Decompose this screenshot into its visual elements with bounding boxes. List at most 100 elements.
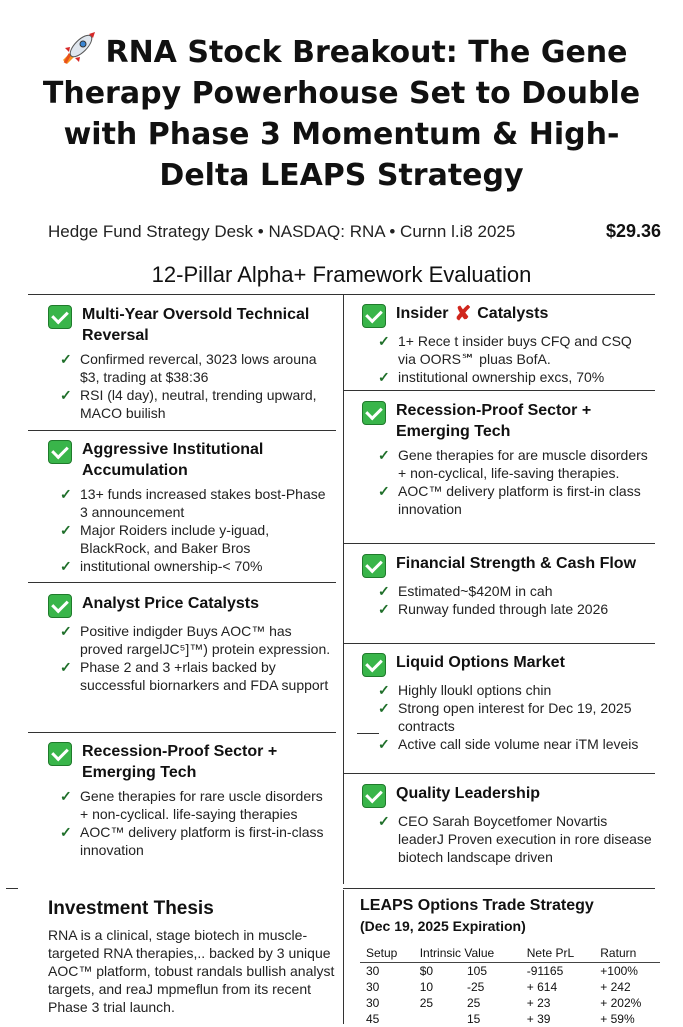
page-title: RNA Stock Breakout: The Gene Therapy Pow… (30, 30, 653, 196)
left-divider-3 (28, 732, 336, 733)
table-cell: 25 (419, 996, 434, 1010)
table-cell: 105 (466, 964, 488, 978)
card-title-part: Insider (396, 305, 449, 322)
card-quality-leadership: Quality Leadership CEO Sarah Boycetfomer… (362, 783, 652, 866)
column-header: Nete PrL (520, 946, 595, 963)
bullet: Highly lloukl options chin (378, 681, 652, 699)
bullet: RSI (l4 day), neutral, trending upward, … (60, 386, 333, 422)
table-header-row: Setup Intrinsic Value Nete PrL Raturn (360, 946, 660, 963)
table-cell: 30 (366, 980, 380, 994)
left-divider-1 (28, 430, 336, 431)
card-title: Analyst Price Catalysts (82, 595, 259, 612)
right-divider-5 (343, 888, 655, 889)
bullet: Active call side volume near iTM leveis (378, 735, 652, 753)
grid-top-line (28, 294, 655, 295)
grid-center-line (343, 294, 344, 884)
rocket-icon (55, 30, 99, 68)
card-financial-strength: Financial Strength & Cash Flow Estimated… (362, 553, 652, 618)
card-title: Quality Leadership (396, 785, 541, 802)
left-divider-2 (28, 582, 336, 583)
table-cell: $0 (419, 964, 434, 978)
table-cell (414, 1011, 461, 1027)
table-cell: 10 (419, 980, 434, 994)
bullet: Gene therapies for are muscle disorders … (378, 446, 652, 482)
card-insider-catalysts: Insider ✘ Catalysts 1+ Rece t insider buys… (362, 303, 652, 386)
card-liquid-options: Liquid Options Market Highly lloukl opti… (362, 652, 652, 753)
table-cell: -25 (466, 980, 485, 994)
red-x-icon: ✘ (454, 303, 472, 325)
bullet: CEO Sarah Boycetfomer Novartis leaderJ P… (378, 812, 652, 866)
bullet: AOC™ delivery platform is first-in-class… (60, 823, 333, 859)
edge-mark-mid (357, 733, 379, 734)
bullet: Gene therapies for rare uscle disorders … (60, 787, 333, 823)
card-title: Aggressive Institutional Accumulation (82, 441, 264, 479)
title-text: RNA Stock Breakout: The Gene Therapy Pow… (42, 35, 641, 193)
checkmark-icon (362, 784, 386, 808)
investment-thesis: Investment Thesis RNA is a clinical, sta… (48, 898, 338, 1016)
column-header: Setup (360, 946, 414, 963)
checkmark-icon (48, 594, 72, 618)
table-cell: + 23 (526, 996, 551, 1010)
table-cell: 30 (366, 996, 380, 1010)
table-cell: + 614 (526, 980, 558, 994)
card-title: Financial Strength & Cash Flow (396, 555, 637, 572)
right-divider-3 (343, 643, 655, 644)
thesis-text: RNA is a clinical, stage biotech in musc… (48, 927, 335, 1015)
stock-price: $29.36 (605, 221, 661, 241)
card-analyst-catalysts: Analyst Price Catalysts Positive indigde… (48, 593, 333, 694)
checkmark-icon (362, 401, 386, 425)
checkmark-icon (362, 304, 386, 328)
table-cell: +100% (600, 964, 638, 978)
thesis-title: Investment Thesis (48, 898, 214, 919)
bullet: 1+ Rece t insider buys CFQ and CSQ via O… (378, 332, 652, 368)
table-row: 30 $0 105 -91165 +100% (360, 963, 660, 980)
card-institutional-accumulation: Aggressive Institutional Accumulation 13… (48, 439, 333, 575)
framework-title: 12-Pillar Alpha+ Framework Evaluation (151, 262, 532, 287)
table-cell: + 202% (600, 996, 642, 1010)
column-header: Raturn (594, 946, 660, 963)
bullet: institutional ownership-< 70% (60, 557, 333, 575)
edge-mark-left (6, 888, 18, 889)
table-cell: 45 (366, 1012, 380, 1026)
card-title: Liquid Options Market (396, 654, 565, 671)
card-title-part: Catalysts (477, 305, 549, 322)
checkmark-icon (48, 742, 72, 766)
table-cell: 30 (366, 964, 380, 978)
right-divider-1 (343, 390, 655, 391)
bullet: Estimated~$420M in cah (378, 582, 652, 600)
card-title: Recession-Proof Sector + Emerging Tech (396, 402, 592, 440)
table-row: 30 25 25 + 23 + 202% (360, 995, 660, 1011)
table-row: 30 10 -25 + 614 + 242 (360, 979, 660, 995)
bullet: 13+ funds increased stakes bost-Phase 3 … (60, 485, 333, 521)
column-header: Intrinsic Value (413, 946, 521, 963)
card-title: Insider ✘ Catalysts (396, 303, 548, 325)
leaps-subtitle: (Dec 19, 2025 Expiration) (360, 918, 526, 934)
bullet: Runway funded through late 2026 (378, 600, 652, 618)
table-cell: + 59% (600, 1012, 635, 1026)
checkmark-icon (362, 554, 386, 578)
leaps-title: LEAPS Options Trade Strategy (360, 897, 594, 914)
checkmark-icon (362, 653, 386, 677)
bullet: Confirmed revercal, 3023 lows arouna $3,… (60, 350, 333, 386)
right-divider-2 (343, 543, 655, 544)
grid-bottom-center-line (343, 890, 344, 1024)
table-cell: 15 (466, 1012, 481, 1026)
checkmark-icon (48, 440, 72, 464)
table-cell: -91165 (526, 964, 564, 978)
checkmark-icon (48, 305, 72, 329)
table-cell: 25 (466, 996, 481, 1010)
bullet: Strong open interest for Dec 19, 2025 co… (378, 699, 652, 735)
right-divider-4 (343, 773, 655, 774)
table-row: 45 15 + 39 + 59% (360, 1011, 660, 1027)
card-recession-proof-right: Recession-Proof Sector + Emerging Tech G… (362, 400, 652, 518)
bullet: Positive indigder Buys AOC™ has proved r… (60, 622, 333, 658)
subline: Hedge Fund Strategy Desk • NASDAQ: RNA •… (48, 222, 516, 241)
card-technical-reversal: Multi-Year Oversold Technical Reversal C… (48, 304, 333, 422)
trade-table: Setup Intrinsic Value Nete PrL Raturn 30… (360, 946, 660, 1027)
table-cell: + 39 (526, 1012, 551, 1026)
card-title: Multi-Year Oversold Technical Reversal (82, 306, 310, 344)
leaps-strategy: LEAPS Options Trade Strategy (Dec 19, 20… (360, 897, 660, 1027)
bullet: AOC™ delivery platform is first-in class… (378, 482, 652, 518)
bullet: institutional ownership excs, 70% (378, 368, 652, 386)
bullet: Phase 2 and 3 +rlais backed by successfu… (60, 658, 333, 694)
